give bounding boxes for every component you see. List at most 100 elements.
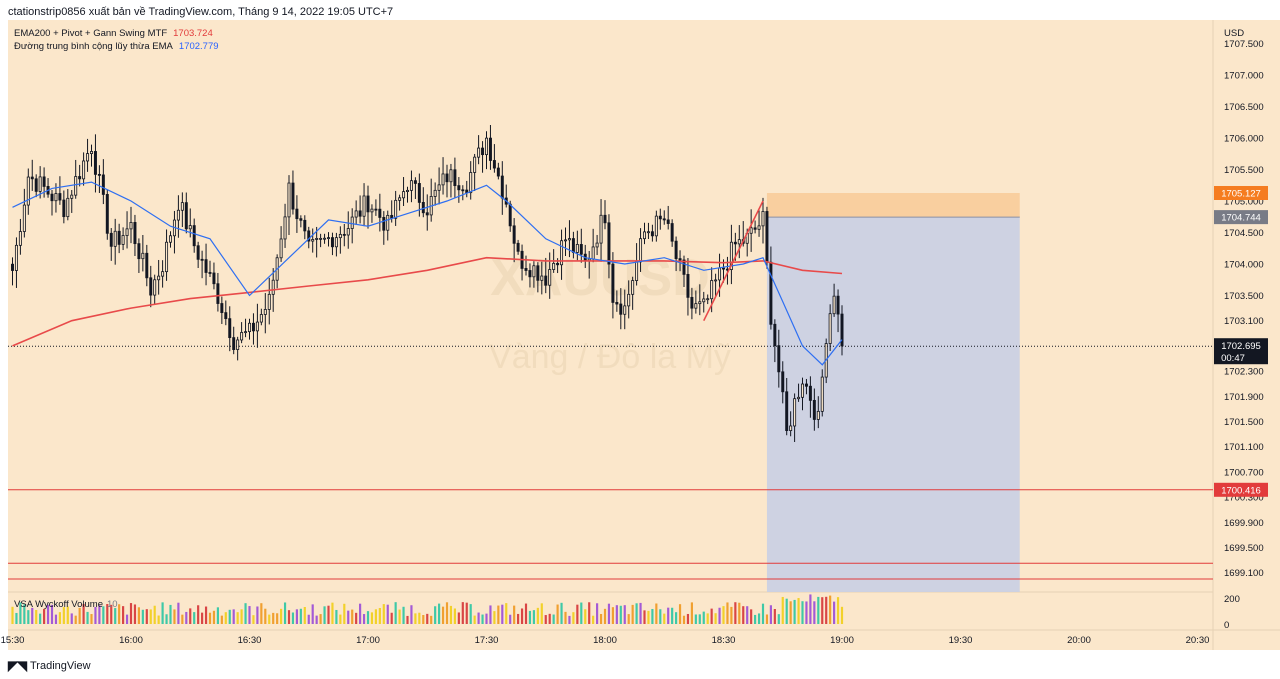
x-tick-label: 17:30: [475, 635, 499, 646]
volume-bar: [228, 609, 231, 624]
candle-body: [291, 182, 295, 210]
volume-bar: [817, 596, 820, 624]
candle-body: [409, 180, 413, 191]
x-tick-label: 20:00: [1067, 635, 1091, 646]
volume-bar: [445, 602, 449, 624]
candle-body: [623, 305, 627, 315]
volume-bar: [825, 596, 828, 624]
volume-bar: [777, 614, 780, 624]
volume-bar: [840, 606, 844, 624]
volume-bar: [15, 612, 18, 624]
volume-bar: [528, 610, 532, 624]
volume-bar: [619, 605, 622, 624]
candle-body: [196, 245, 200, 260]
candle-body: [38, 176, 42, 192]
candle-body: [133, 222, 137, 245]
volume-bar: [295, 609, 298, 624]
volume-bar: [331, 602, 334, 624]
candle-body: [117, 230, 121, 245]
candle-body: [236, 339, 240, 350]
volume-bar: [303, 606, 306, 624]
current-price-tag: [1214, 338, 1268, 365]
volume-bar: [513, 605, 516, 624]
candle-body: [757, 225, 761, 230]
volume-bar: [23, 604, 26, 624]
volume-bar: [671, 607, 674, 624]
candle-body: [548, 269, 552, 286]
volume-bar: [722, 606, 725, 624]
legend-ema[interactable]: Đường trung bình cộng lũy thừa EMA 1702.7…: [14, 40, 219, 53]
candle-body: [42, 176, 46, 187]
volume-bar: [505, 603, 508, 624]
publish-info: ctationstrip0856 xuất bản về TradingView…: [8, 6, 394, 18]
volume-bar: [596, 603, 599, 624]
candle-body: [362, 195, 366, 217]
candle-body: [488, 137, 492, 161]
candle-body: [575, 244, 579, 253]
candle-body: [402, 191, 406, 199]
volume-bar: [94, 607, 97, 624]
candle-body: [737, 239, 741, 245]
candle-body: [14, 244, 18, 271]
volume-bar: [611, 607, 614, 624]
volume-bar: [532, 610, 535, 624]
volume-bar: [343, 603, 346, 624]
candle-body: [267, 293, 271, 310]
y-tick-label: 1701.500: [1224, 417, 1264, 428]
candle-body: [710, 280, 714, 300]
candle-body: [789, 425, 793, 431]
volume-bar: [481, 614, 484, 624]
volume-bar: [276, 613, 279, 624]
volume-bar: [580, 602, 583, 624]
x-tick-label: 18:00: [593, 635, 617, 646]
candle-body: [437, 184, 441, 191]
candle-body: [481, 147, 485, 156]
volume-bar: [82, 603, 85, 624]
volume-bar: [240, 609, 243, 624]
volume-bar: [216, 607, 219, 624]
volume-bar: [141, 609, 144, 624]
candle-body: [263, 309, 267, 315]
candle-body: [761, 211, 765, 227]
candle-body: [702, 298, 706, 303]
volume-bar: [730, 606, 733, 624]
volume-bar: [663, 613, 666, 624]
candle-body: [220, 303, 224, 314]
volume-bar: [560, 602, 563, 624]
candle-body: [733, 241, 737, 245]
volume-bar: [201, 612, 204, 624]
volume-bar: [43, 608, 46, 624]
volume-bar: [434, 606, 437, 624]
volume-bar: [98, 605, 101, 624]
candle-body: [350, 216, 354, 229]
candle-body: [706, 298, 710, 301]
price-tag-label: 1704.744: [1221, 213, 1261, 224]
candle-body: [417, 183, 421, 203]
candle-body: [11, 263, 14, 271]
volume-bar: [133, 604, 137, 624]
volume-bar: [272, 612, 275, 624]
volume-legend[interactable]: VSA Wyckoff Volume 10: [14, 599, 118, 610]
volume-bar: [208, 612, 212, 624]
volume-bar: [461, 602, 464, 624]
footer-brand[interactable]: ◤◥ TradingView: [8, 658, 91, 674]
volume-bar: [252, 615, 255, 624]
candle-body: [346, 228, 350, 236]
candle-body: [544, 275, 548, 286]
legend-ema200[interactable]: EMA200 + Pivot + Gann Swing MTF 1703.724: [14, 27, 219, 40]
candle-body: [212, 272, 216, 285]
candle-body: [635, 261, 639, 281]
x-tick-label: 16:30: [238, 635, 262, 646]
volume-bar: [197, 605, 200, 624]
candle-body: [251, 322, 255, 332]
candle-body: [248, 322, 251, 333]
y-tick-label: 1699.100: [1224, 568, 1264, 579]
volume-bar: [212, 610, 216, 624]
candle-body: [58, 193, 62, 201]
volume-bar: [477, 612, 480, 624]
legend-ema-value: 1702.779: [178, 41, 219, 52]
candle-body: [836, 295, 840, 315]
price-tag-label: 1700.416: [1221, 485, 1261, 496]
volume-bar: [548, 613, 551, 624]
candle-body: [311, 239, 315, 242]
